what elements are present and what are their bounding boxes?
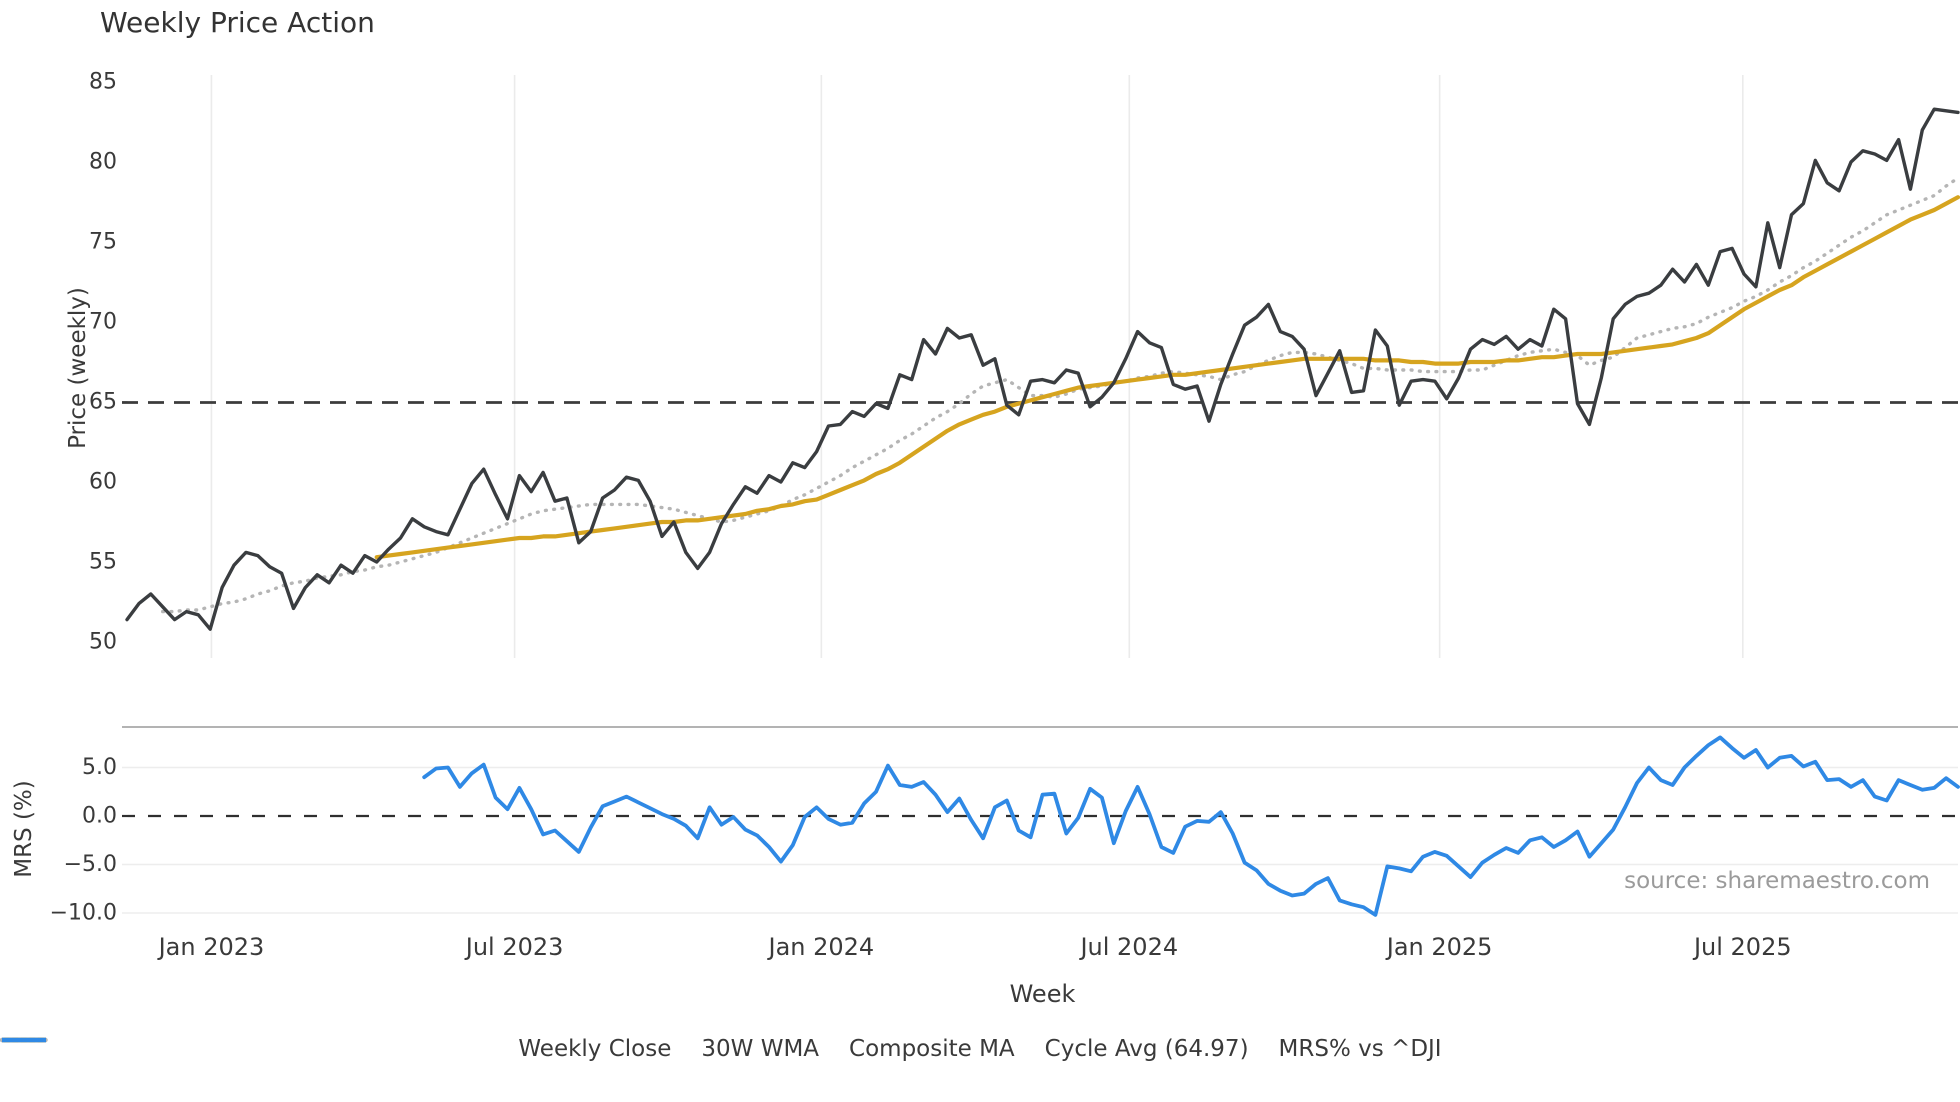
legend-item: MRS% vs ^DJI xyxy=(2,1036,1442,1062)
legend: Weekly Close 30W WMA Composite MA Cycle Avg… xyxy=(0,1036,1960,1062)
price-tick-label: 55 xyxy=(89,550,117,575)
legend-item: Weekly Close xyxy=(2,1036,672,1062)
mrs-tick-label: −10.0 xyxy=(50,901,117,926)
price-tick-label: 60 xyxy=(89,470,117,495)
legend-label: Composite MA xyxy=(849,1036,1015,1062)
composite-ma-line xyxy=(160,176,1960,614)
legend-item: Cycle Avg (64.97) xyxy=(2,1036,1249,1062)
mrs-tick-label: −5.0 xyxy=(64,852,117,877)
legend-label: Weekly Close xyxy=(518,1036,672,1062)
legend-item: Composite MA xyxy=(0,1036,1015,1062)
chart-title: Weekly Price Action xyxy=(100,6,375,39)
price-tick-label: 70 xyxy=(89,310,117,335)
mrs-line xyxy=(422,735,1960,917)
x-tick-label: Jan 2024 xyxy=(767,933,875,961)
weekly-close-line xyxy=(125,107,1960,631)
price-tick-label: 80 xyxy=(89,150,117,175)
x-tick-label: Jan 2023 xyxy=(157,933,265,961)
price-tick-label: 85 xyxy=(89,70,117,95)
week-axis-label: Week xyxy=(1009,980,1076,1008)
legend-swatch-solid xyxy=(2,1037,46,1043)
legend-label: MRS% vs ^DJI xyxy=(1278,1036,1442,1062)
legend-label: 30W WMA xyxy=(701,1036,820,1062)
mrs-tick-label: 0.0 xyxy=(82,804,117,829)
x-tick-label: Jan 2025 xyxy=(1385,933,1493,961)
x-tick-label: Jul 2025 xyxy=(1692,933,1792,961)
legend-label: Cycle Avg (64.97) xyxy=(1044,1036,1249,1062)
x-tick-label: Jul 2023 xyxy=(464,933,564,961)
x-tick-label: Jul 2024 xyxy=(1078,933,1178,961)
legend-item: 30W WMA xyxy=(2,1036,820,1062)
mrs-tick-label: 5.0 xyxy=(82,755,117,780)
price-tick-label: 75 xyxy=(89,230,117,255)
price-tick-label: 50 xyxy=(89,630,117,655)
price-tick-label: 65 xyxy=(89,390,117,415)
wma-line xyxy=(374,195,1960,560)
source-credit: source: sharemaestro.com xyxy=(1624,868,1930,894)
